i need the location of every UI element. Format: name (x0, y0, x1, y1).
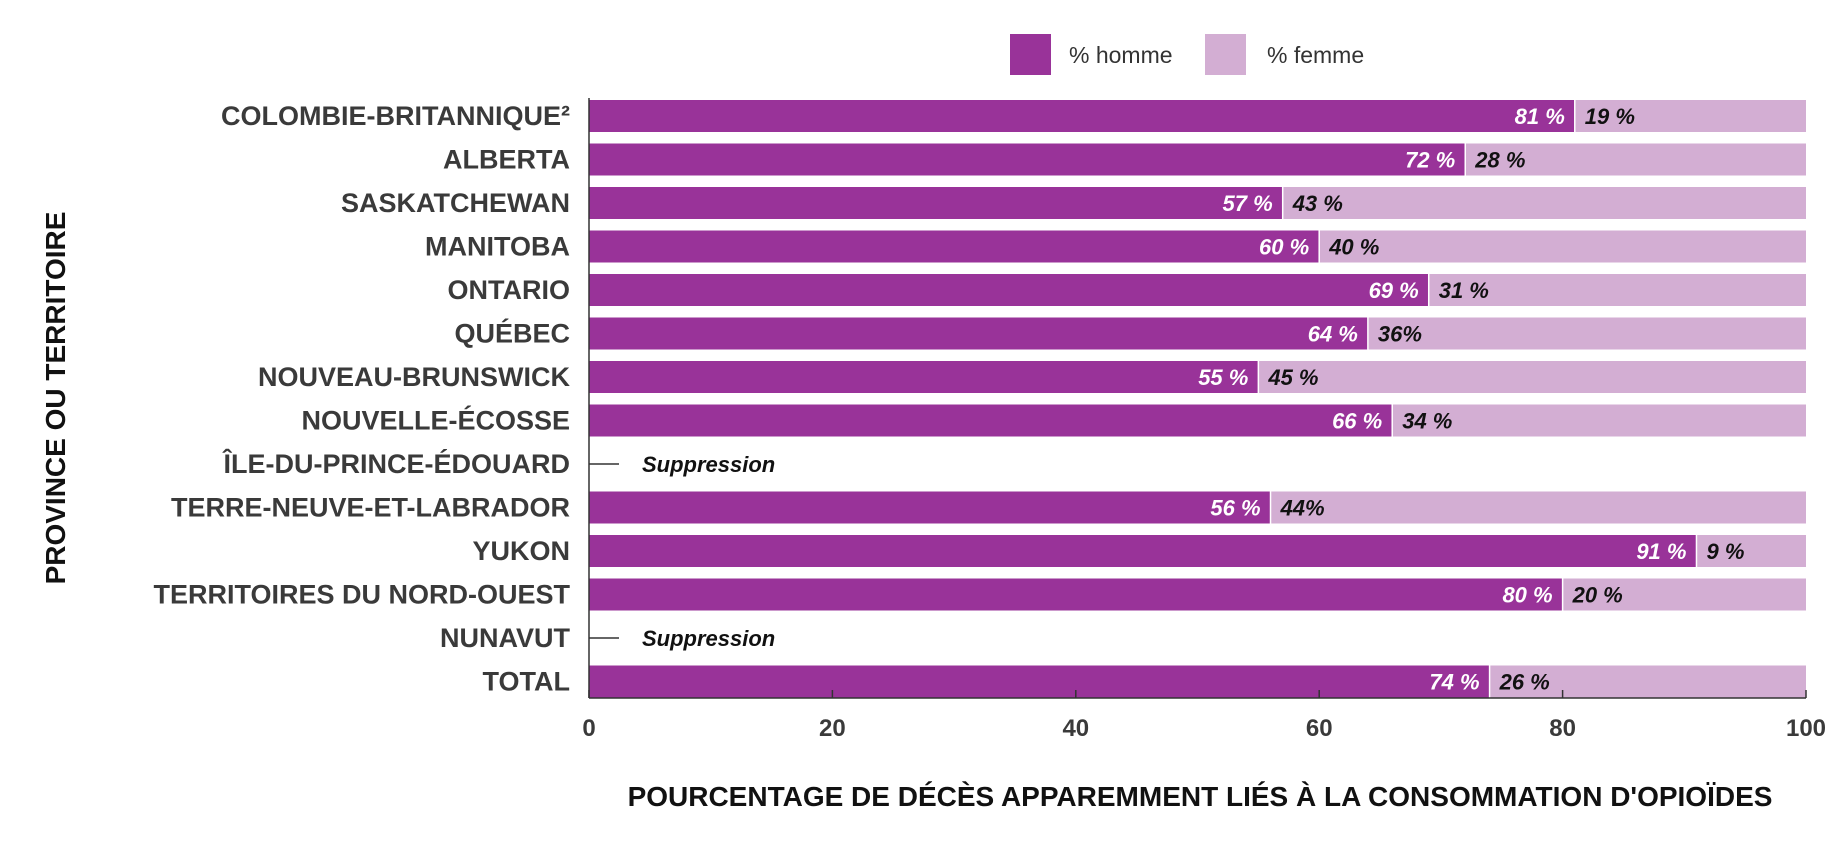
category-labels: COLOMBIE-BRITANNIQUE² ALBERTA SASKATCHEWAN… (153, 101, 570, 697)
category-label: NOUVELLE-ÉCOSSE (301, 405, 570, 436)
category-label: YUKON (472, 536, 570, 566)
bar-femme (1367, 317, 1806, 350)
legend: % homme % femme (1010, 34, 1364, 75)
bar-homme (589, 317, 1368, 350)
category-label: QUÉBEC (454, 318, 570, 349)
legend-label-homme: % homme (1069, 42, 1173, 68)
data-label-femme: 43 % (1292, 191, 1343, 216)
legend-swatch-homme (1010, 34, 1051, 75)
category-label: TERRE-NEUVE-ET-LABRADOR (171, 493, 570, 523)
data-label-homme: 56 % (1210, 496, 1260, 521)
data-label-homme: 80 % (1502, 583, 1552, 608)
bar-homme (589, 491, 1271, 524)
data-label-femme: 9 % (1706, 539, 1744, 564)
data-label-femme: 44% (1280, 496, 1325, 521)
bar-homme (589, 143, 1466, 176)
category-label: TOTAL (483, 667, 571, 697)
data-label-homme: 64 % (1308, 322, 1358, 347)
legend-label-femme: % femme (1267, 42, 1364, 68)
data-label-femme: 31 % (1439, 278, 1489, 303)
category-label: TERRITOIRES DU NORD-OUEST (153, 580, 570, 610)
data-label-femme: 28 % (1474, 148, 1525, 173)
data-label-femme: 20 % (1572, 583, 1623, 608)
category-label: ALBERTA (443, 145, 570, 175)
y-axis-title: PROVINCE OU TERRITOIRE (40, 212, 71, 585)
category-label: NUNAVUT (440, 623, 570, 653)
bars: 81 % 19 % 72 % 28 % 57 % 43 % 60 % 40 % 69 % 31 %… (589, 100, 1806, 698)
bar-homme (589, 230, 1320, 263)
bar-femme (1489, 665, 1806, 698)
data-label-femme: 19 % (1585, 104, 1635, 129)
bar-femme (1282, 187, 1806, 219)
category-label: SASKATCHEWAN (341, 188, 570, 218)
suppression-label: Suppression (642, 626, 775, 651)
bar-homme (589, 100, 1575, 132)
x-tick-label: 20 (819, 715, 846, 742)
data-label-homme: 81 % (1515, 104, 1565, 129)
x-axis-title: POURCENTAGE DE DÉCÈS APPAREMMENT LIÉS À … (628, 781, 1773, 812)
bar-femme (1392, 404, 1806, 437)
data-label-homme: 69 % (1369, 278, 1419, 303)
x-tick-label: 80 (1549, 715, 1576, 742)
bar-femme (1574, 100, 1806, 132)
x-tick-label: 100 (1786, 715, 1826, 742)
suppression-label: Suppression (642, 452, 775, 477)
bar-homme (589, 274, 1429, 306)
data-label-homme: 66 % (1332, 409, 1382, 434)
category-label: ONTARIO (448, 275, 571, 305)
category-label: COLOMBIE-BRITANNIQUE² (221, 101, 570, 131)
data-label-homme: 60 % (1259, 235, 1309, 260)
x-tick-label: 40 (1062, 715, 1089, 742)
x-tick-label: 60 (1306, 715, 1333, 742)
bar-femme (1562, 578, 1806, 611)
category-label: MANITOBA (425, 232, 570, 262)
bar-femme (1319, 230, 1806, 263)
bar-femme (1696, 535, 1806, 567)
data-label-homme: 74 % (1429, 670, 1479, 695)
bar-femme (1270, 491, 1806, 524)
bar-femme (1258, 361, 1806, 393)
x-tick-label: 0 (582, 715, 595, 742)
data-label-femme: 26 % (1499, 670, 1550, 695)
data-label-homme: 55 % (1198, 365, 1248, 390)
data-label-homme: 72 % (1405, 148, 1455, 173)
legend-swatch-femme (1205, 34, 1246, 75)
bar-homme (589, 578, 1563, 611)
bar-homme (589, 404, 1393, 437)
bar-homme (589, 665, 1490, 698)
data-label-homme: 57 % (1223, 191, 1273, 216)
data-label-femme: 36% (1378, 322, 1422, 347)
bar-homme (589, 535, 1697, 567)
bar-homme (589, 187, 1283, 219)
bar-homme (589, 361, 1259, 393)
data-label-femme: 34 % (1402, 409, 1452, 434)
bar-femme (1465, 143, 1806, 176)
data-label-femme: 45 % (1267, 365, 1318, 390)
data-label-femme: 40 % (1328, 235, 1379, 260)
bar-femme (1428, 274, 1806, 306)
category-label: NOUVEAU-BRUNSWICK (258, 362, 570, 392)
data-label-homme: 91 % (1636, 539, 1686, 564)
category-label: ÎLE-DU-PRINCE-ÉDOUARD (222, 448, 571, 479)
x-axis: 0 20 40 60 80 100 (582, 98, 1826, 742)
